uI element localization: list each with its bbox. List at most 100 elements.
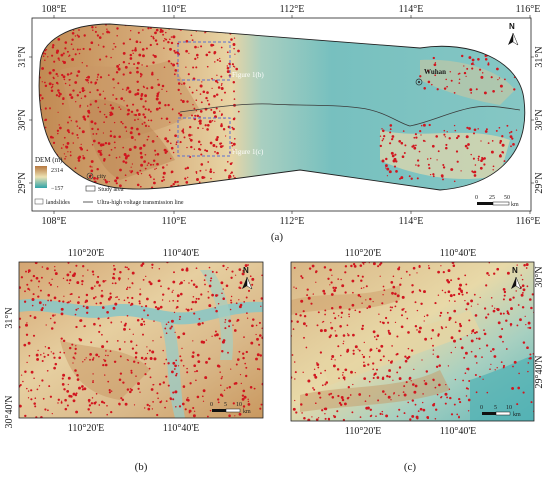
landslide-point <box>133 404 136 406</box>
landslide-point <box>193 410 196 412</box>
landslide-point <box>372 376 375 380</box>
landslide-point <box>483 163 486 166</box>
landslide-point <box>238 268 242 271</box>
caption-a: (a) <box>271 231 284 243</box>
landslide-point <box>192 104 194 106</box>
landslide-point <box>470 305 473 307</box>
landslide-point <box>113 141 116 144</box>
landslide-point <box>184 408 187 411</box>
landslide-point <box>332 414 335 417</box>
landslide-point <box>32 293 35 296</box>
landslide-point <box>143 116 147 119</box>
landslide-point <box>134 351 138 355</box>
landslide-point <box>244 362 247 365</box>
landslide-point <box>361 275 364 278</box>
landslide-point <box>87 82 90 84</box>
landslide-point <box>133 114 135 116</box>
landslide-point <box>508 131 511 134</box>
landslide-point <box>177 335 181 339</box>
landslide-point <box>66 273 70 277</box>
landslide-point <box>180 281 183 285</box>
landslide-point <box>491 305 494 307</box>
landslide-point <box>312 387 314 389</box>
landslide-point <box>66 279 69 282</box>
landslide-point <box>38 280 41 283</box>
landslide-point <box>329 284 331 286</box>
landslide-point <box>49 317 52 320</box>
svg-text:10: 10 <box>236 402 242 408</box>
landslide-point <box>139 185 142 188</box>
landslide-point <box>206 91 209 94</box>
landslide-point <box>256 353 260 357</box>
landslide-point <box>25 323 28 327</box>
landslide-point <box>237 110 240 113</box>
landslide-point <box>207 296 210 299</box>
svg-text:0: 0 <box>475 195 478 201</box>
landslide-point <box>228 414 231 417</box>
landslide-point <box>381 413 384 416</box>
landslide-point <box>414 384 418 388</box>
landslide-point <box>64 82 67 85</box>
landslide-point <box>217 86 221 89</box>
landslide-point <box>458 287 462 291</box>
landslide-point <box>428 123 431 127</box>
landslide-point <box>234 274 237 276</box>
svg-text:N: N <box>512 266 518 275</box>
landslide-point <box>444 392 448 396</box>
landslide-point <box>54 314 56 316</box>
landslide-point <box>483 307 487 310</box>
landslide-point <box>531 293 534 296</box>
landslide-point <box>487 142 490 144</box>
landslide-point <box>530 306 533 310</box>
landslide-point <box>215 138 219 142</box>
landslide-point <box>102 90 105 92</box>
landslide-point <box>49 283 52 286</box>
landslide-point <box>62 277 65 280</box>
landslide-point <box>319 329 323 333</box>
landslide-point <box>101 345 105 349</box>
landslide-point <box>169 38 171 41</box>
landslide-point <box>58 300 61 303</box>
landslide-point <box>483 157 486 160</box>
landslide-point <box>95 393 98 395</box>
landslide-point <box>184 167 187 170</box>
figure-1b-box <box>177 41 231 81</box>
landslide-point <box>134 356 138 359</box>
landslide-point <box>108 391 111 394</box>
landslide-point <box>19 286 22 289</box>
landslide-point <box>431 144 435 148</box>
landslide-point <box>101 289 103 292</box>
landslide-point <box>419 290 422 292</box>
landslide-point <box>102 363 105 367</box>
landslide-point <box>337 394 340 398</box>
landslide-point <box>86 65 88 67</box>
landslide-point <box>232 175 235 177</box>
landslide-point <box>423 290 426 294</box>
landslide-point <box>337 315 340 317</box>
a-bottom-tick: 108°E <box>41 216 66 227</box>
landslide-point <box>499 139 503 143</box>
landslide-point <box>182 385 186 388</box>
landslide-point <box>97 141 101 145</box>
landslide-point <box>60 401 63 404</box>
landslide-point <box>387 395 391 399</box>
landslide-point <box>516 264 518 266</box>
landslide-point <box>151 263 154 266</box>
landslide-point <box>94 122 97 125</box>
landslide-point <box>354 309 357 312</box>
landslide-point <box>196 395 200 399</box>
landslide-point <box>110 390 113 392</box>
landslide-point <box>246 312 248 314</box>
landslide-point <box>73 29 75 32</box>
landslide-point <box>194 300 198 304</box>
landslide-point <box>87 408 90 411</box>
landslide-point <box>233 47 235 50</box>
landslide-point <box>466 67 469 70</box>
landslide-point <box>502 298 505 301</box>
landslide-point <box>165 332 168 335</box>
landslide-point <box>199 169 202 172</box>
landslide-point <box>136 171 139 174</box>
landslide-point <box>79 104 82 107</box>
landslide-point <box>215 93 219 96</box>
landslide-point <box>511 386 515 390</box>
